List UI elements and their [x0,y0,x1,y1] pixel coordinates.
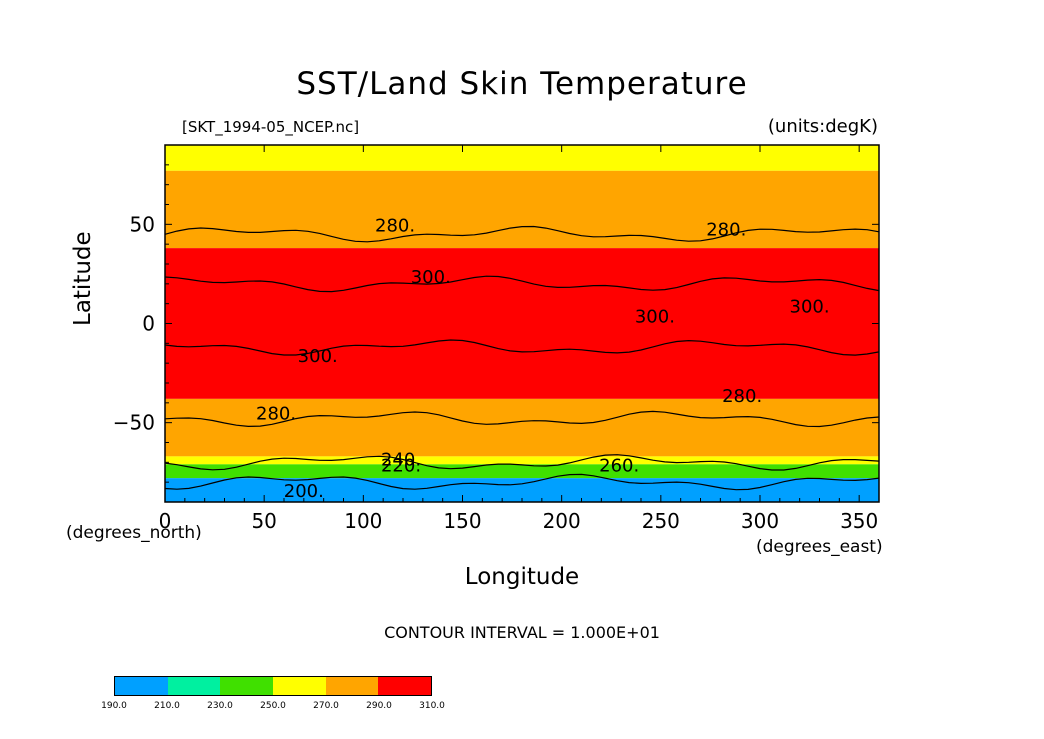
colorbar-cell [273,677,326,695]
units-label: (units:degK) [767,116,878,137]
x-unit-label: (degrees_east) [756,537,883,557]
temperature-band-0 [165,145,879,171]
contour-label: 300. [298,346,338,367]
contour-interval-note: CONTOUR INTERVAL = 1.000E+01 [384,623,660,642]
y-axis-label: Latitude [70,231,96,326]
file-label: [SKT_1994-05_NCEP.nc] [182,118,360,136]
contour-label: 280. [706,219,746,240]
contour-line-260 [164,454,880,471]
colorbar-tick-label: 250.0 [260,701,286,711]
x-tick-label: 0 [159,509,172,533]
colorbar-tick-label: 310.0 [419,701,445,711]
contour-label: 280. [256,404,296,425]
colorbar-cell [220,677,274,695]
temperature-band-2 [165,248,879,399]
temperature-band-1 [165,170,879,249]
x-tick-label: 300 [741,509,779,533]
x-tick-label: 200 [543,509,581,533]
contour-line-300 [164,339,880,356]
y-tick-label: 50 [130,212,155,236]
colorbar-tick-label: 270.0 [313,701,339,711]
x-axis-label: Longitude [464,564,580,590]
colorbar-cell [378,677,432,695]
colorbar-tick-label: 290.0 [366,701,392,711]
x-tick-label: 250 [642,509,680,533]
contour-label: 240. [381,449,421,470]
colorbar-cell [325,677,379,695]
temperature-band-5 [165,464,879,479]
contour-line-280 [164,225,880,243]
chart-title: SST/Land Skin Temperature [296,66,748,102]
contour-label: 300. [411,267,451,288]
contour-label: 300. [635,307,675,328]
contour-line-300 [164,275,880,293]
x-tick-label: 100 [344,509,382,533]
y-unit-label: (degrees_north) [66,523,202,543]
x-tick-label: 150 [443,509,481,533]
temperature-band-4 [165,456,879,465]
x-tick-label: 50 [251,509,276,533]
contour-label: 280. [375,215,415,236]
contour-label: 260. [599,455,639,476]
x-tick-label: 350 [840,509,878,533]
colorbar-cell [115,677,168,695]
contour-label: 200. [284,481,324,502]
contour-label: 220. [381,455,421,476]
colorbar-tick-label: 190.0 [101,701,127,711]
contour-label: 280. [722,386,762,407]
y-tick-label: 0 [142,312,155,336]
colorbar-tick-label: 230.0 [207,701,233,711]
temperature-band-3 [165,398,879,457]
colorbar [114,676,432,696]
y-tick-label: −50 [113,411,155,435]
colorbar-cell [167,677,221,695]
colorbar-tick-label: 210.0 [154,701,180,711]
contour-line-280 [164,410,880,428]
contour-line-220 [164,473,880,491]
contour-label: 300. [790,297,830,318]
